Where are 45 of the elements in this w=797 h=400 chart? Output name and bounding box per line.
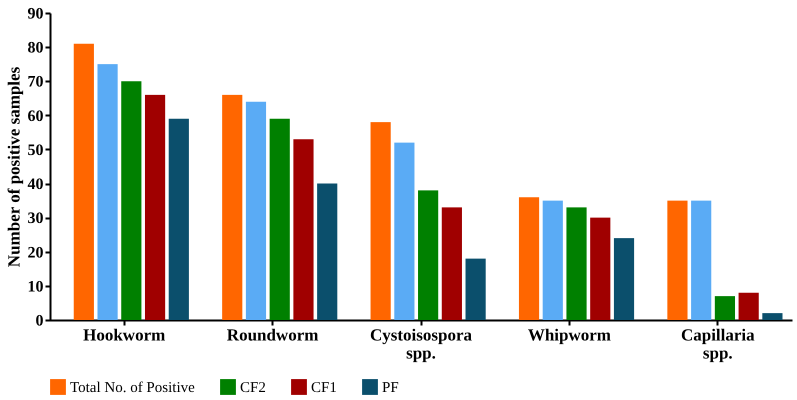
bar [714, 296, 736, 320]
y-tick-label: 80 [28, 40, 44, 57]
y-tick-label: 30 [28, 210, 44, 228]
bar [168, 118, 189, 320]
bar [317, 184, 338, 320]
y-tick-label: 50 [28, 142, 44, 159]
legend-label: CF1 [311, 380, 337, 396]
legend-label: PF [382, 380, 399, 396]
x-tick-label: Capillaria spp. [680, 326, 756, 362]
y-tick-label: 70 [28, 74, 44, 91]
x-tick-label: Cystoisospora spp. [370, 326, 472, 362]
bar [762, 313, 782, 320]
y-tick-label: 0 [36, 312, 44, 330]
y-tick-label: 90 [28, 6, 44, 22]
x-tick-label: Hookworm [83, 326, 166, 344]
bar [466, 258, 486, 320]
legend-label: Total No. of Positive [70, 380, 196, 396]
bar [738, 292, 759, 320]
bar [222, 94, 242, 320]
bar [270, 118, 290, 320]
y-tick-label: 10 [28, 278, 44, 296]
y-axis-title: Number of positive samples [4, 66, 24, 268]
y-tick-label: 20 [28, 244, 44, 262]
bar [74, 44, 94, 320]
bar [370, 122, 391, 320]
bar [442, 207, 462, 320]
bar [542, 200, 563, 320]
y-tick-label: 60 [28, 108, 44, 125]
bar [518, 197, 540, 320]
bar [667, 200, 688, 320]
bar [121, 81, 142, 320]
x-tick-label: Whipworm [528, 326, 611, 344]
bar [246, 102, 266, 320]
bar [418, 190, 438, 320]
bar [691, 200, 712, 320]
bar [394, 142, 414, 320]
bar [614, 238, 634, 320]
bar [566, 207, 587, 320]
bar [144, 94, 166, 320]
bar [293, 139, 314, 320]
legend-label: CF2 [240, 380, 266, 396]
x-tick-label: Roundworm [226, 326, 318, 344]
bar [97, 64, 118, 320]
y-tick-label: 40 [28, 176, 44, 194]
bar [590, 218, 610, 320]
